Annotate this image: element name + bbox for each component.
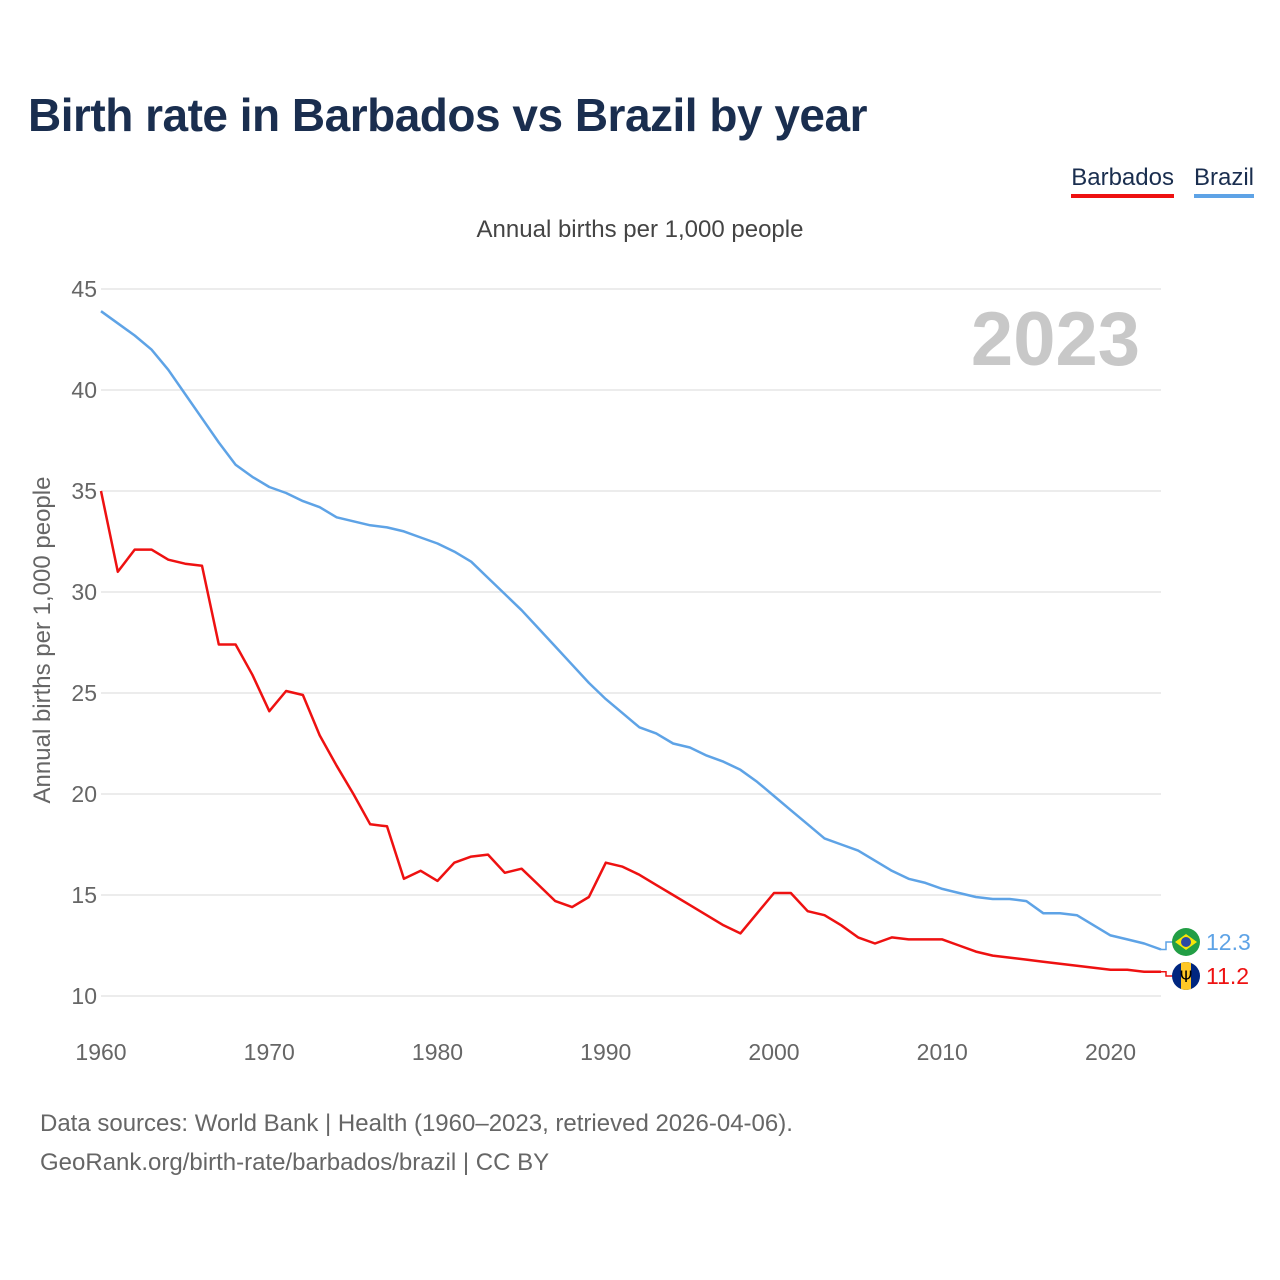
end-value-label: 11.2 (1206, 963, 1249, 989)
connector-brazil (1161, 941, 1173, 951)
brazil-flag-icon (1172, 928, 1200, 956)
x-tick-label: 1960 (75, 1039, 126, 1065)
y-tick-label: 45 (71, 276, 97, 302)
source-url-text: GeoRank.org/birth-rate/barbados/brazil |… (40, 1149, 550, 1176)
end-markers: Ψ 11.2 12.3 (1161, 928, 1251, 990)
footer: Data sources: World Bank | Health (1960–… (40, 1104, 793, 1182)
y-tick-label: 30 (71, 579, 97, 605)
trident-icon: Ψ (1180, 967, 1193, 986)
x-tick-label: 2010 (917, 1039, 968, 1065)
data-source-text: Data sources: World Bank | Health (1960–… (40, 1110, 793, 1137)
current-year-label: 2023 (970, 297, 1140, 382)
x-tick-label: 2000 (748, 1039, 799, 1065)
barbados-flag-icon: Ψ (1172, 962, 1200, 990)
y-tick-label: 25 (71, 680, 97, 706)
y-tick-label: 35 (71, 478, 97, 504)
flag-globe (1181, 937, 1191, 947)
chart-subtitle: Annual births per 1,000 people (476, 216, 804, 243)
flag-gold (1181, 962, 1191, 990)
end-value-label: 12.3 (1206, 929, 1251, 955)
y-tick-label: 20 (71, 781, 97, 807)
connector-barbados (1161, 971, 1173, 977)
y-tick-label: 10 (71, 983, 97, 1009)
chart-title: Birth rate in Barbados vs Brazil by year (28, 89, 867, 141)
x-tick-label: 1990 (580, 1039, 631, 1065)
y-tick-label: 15 (71, 882, 97, 908)
series-line-barbados[interactable] (99, 490, 1161, 974)
x-tick-label: 1970 (244, 1039, 295, 1065)
series-lines (99, 310, 1162, 974)
legend-item-barbados[interactable]: Barbados (1071, 164, 1174, 198)
y-axis-ticks: 10 15 20 25 30 35 40 45 (71, 276, 97, 1009)
x-axis-ticks: 1960 1970 1980 1990 2000 2010 2020 (75, 1039, 1136, 1065)
gridlines (101, 288, 1161, 997)
legend: Barbados Brazil (1071, 164, 1254, 198)
series-line-brazil[interactable] (100, 310, 1162, 951)
legend-item-brazil[interactable]: Brazil (1193, 164, 1254, 198)
y-tick-label: 40 (71, 377, 97, 403)
x-tick-label: 1980 (412, 1039, 463, 1065)
x-tick-label: 2020 (1085, 1039, 1136, 1065)
